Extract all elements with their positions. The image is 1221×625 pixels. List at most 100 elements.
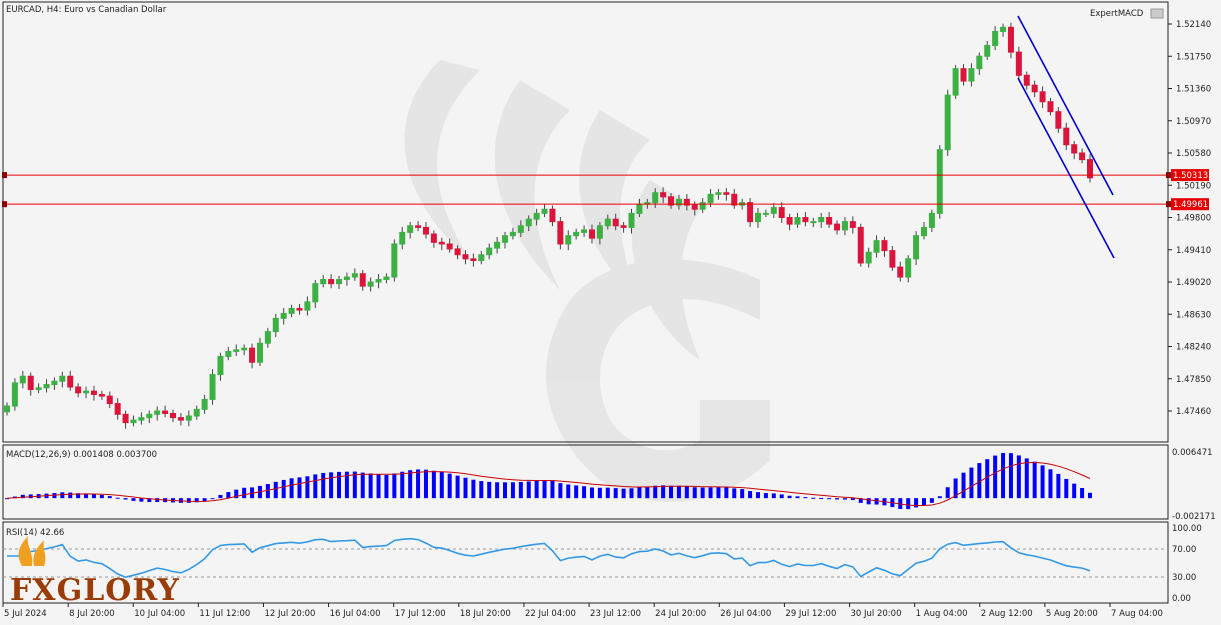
candle-body <box>446 243 453 250</box>
macd-histogram-bar <box>1064 478 1069 499</box>
macd-histogram-bar <box>574 485 579 499</box>
macd-histogram-bar <box>1040 465 1045 499</box>
candle-body <box>43 384 50 389</box>
candle-body <box>1023 74 1030 86</box>
candle-body <box>794 217 801 225</box>
macd-histogram-bar <box>637 487 642 499</box>
macd-histogram-bar <box>1016 455 1021 499</box>
time-tick-label: 7 Aug 04:00 <box>1111 609 1163 619</box>
macd-histogram-bar <box>321 472 326 499</box>
macd-histogram-bar <box>684 486 689 499</box>
macd-histogram-bar <box>953 478 958 499</box>
macd-histogram-bar <box>835 498 840 500</box>
macd-histogram-bar <box>1080 488 1085 499</box>
time-tick-label: 1 Aug 04:00 <box>916 609 968 619</box>
expert-hat-icon[interactable] <box>1150 8 1164 19</box>
candle-body <box>905 258 912 278</box>
candle-body <box>873 240 880 253</box>
candle-body <box>826 217 833 225</box>
price-axis: 1.52140 1.51750 1.51360 1.50970 1.50580 1.501… <box>1168 20 1211 417</box>
candle-body <box>312 283 319 303</box>
candle-body <box>1015 51 1022 76</box>
candle-body <box>320 279 327 285</box>
macd-histogram-bar <box>360 472 365 499</box>
candle-body <box>1063 127 1070 146</box>
macd-histogram-bar <box>763 493 768 499</box>
candle-body <box>478 254 485 261</box>
candle-body <box>328 279 335 285</box>
candle-body <box>75 386 82 394</box>
macd-histogram-bar <box>811 497 816 499</box>
macd-histogram-bar <box>1024 458 1029 499</box>
flame-icon <box>18 536 46 566</box>
candle-body <box>834 223 841 231</box>
candle-body <box>596 225 603 239</box>
macd-histogram-bar <box>186 498 191 503</box>
macd-histogram-bar <box>210 498 215 500</box>
time-tick-label: 24 Jul 20:00 <box>655 609 706 619</box>
candle-body <box>683 198 690 206</box>
candle-body <box>83 390 90 394</box>
candle-body <box>486 247 493 256</box>
macd-histogram-bar <box>1001 452 1006 499</box>
macd-histogram-bar <box>99 495 104 499</box>
candle-body <box>968 68 975 82</box>
macd-histogram-bar <box>139 498 144 502</box>
macd-histogram-bar <box>542 480 547 499</box>
candle-body <box>754 212 761 223</box>
candle-body <box>130 419 137 424</box>
watermark-logo <box>404 60 770 502</box>
macd-histogram-bar <box>621 488 626 499</box>
candle-body <box>422 226 429 235</box>
macd-histogram-bar <box>1088 492 1092 499</box>
candle-body <box>652 192 659 204</box>
price-tick-label: 1.51750 <box>1176 52 1211 62</box>
macd-histogram-bar <box>716 487 721 499</box>
macd-histogram-bar <box>495 482 500 499</box>
macd-histogram-bar <box>84 493 89 499</box>
macd-histogram-bar <box>653 485 658 499</box>
macd-histogram-bar <box>850 498 855 501</box>
candle-body <box>399 231 406 245</box>
candle-body <box>11 382 18 407</box>
horizontal-levels[interactable]: 1.50313 1.49961 <box>2 169 1209 211</box>
macd-histogram-bar <box>123 498 128 500</box>
candle-body <box>383 276 390 281</box>
candle-body <box>841 221 848 231</box>
channel-lower-line[interactable] <box>1017 77 1115 259</box>
rsi-axis: 100.00 70.00 30.00 0.00 <box>1172 524 1202 604</box>
macd-histogram-bar <box>423 469 428 499</box>
candle-body <box>557 221 564 245</box>
macd-histogram-bar <box>993 455 998 499</box>
candle-body <box>928 212 935 228</box>
candle-body <box>502 235 509 243</box>
candle-body <box>818 217 825 223</box>
candle-body <box>573 231 580 237</box>
channel-upper-line[interactable] <box>1017 15 1114 196</box>
candle-body <box>35 387 42 391</box>
candle-body <box>581 229 588 233</box>
candle-body <box>960 68 967 82</box>
macd-histogram-bar <box>344 471 349 499</box>
macd-histogram-bar <box>91 494 96 499</box>
price-tick-label: 1.49020 <box>1176 278 1211 288</box>
macd-histogram-bar <box>613 488 618 499</box>
candle-body <box>786 217 793 225</box>
macd-histogram-bar <box>945 487 950 499</box>
rsi-indicator <box>3 537 1168 579</box>
level-anchor-left <box>2 201 7 208</box>
macd-histogram-bar <box>455 475 460 499</box>
macd-histogram-bar <box>732 488 737 499</box>
macd-histogram-bar <box>787 495 792 499</box>
candle-body <box>209 374 216 400</box>
candle-body <box>241 347 248 351</box>
candle-body <box>857 226 864 264</box>
macd-histogram-bar <box>629 488 634 499</box>
candle-body <box>1055 111 1062 129</box>
candle-body <box>4 405 10 413</box>
candle-body <box>565 235 572 245</box>
candle-body <box>343 276 350 281</box>
level-price-label: 1.50313 <box>1173 171 1208 181</box>
